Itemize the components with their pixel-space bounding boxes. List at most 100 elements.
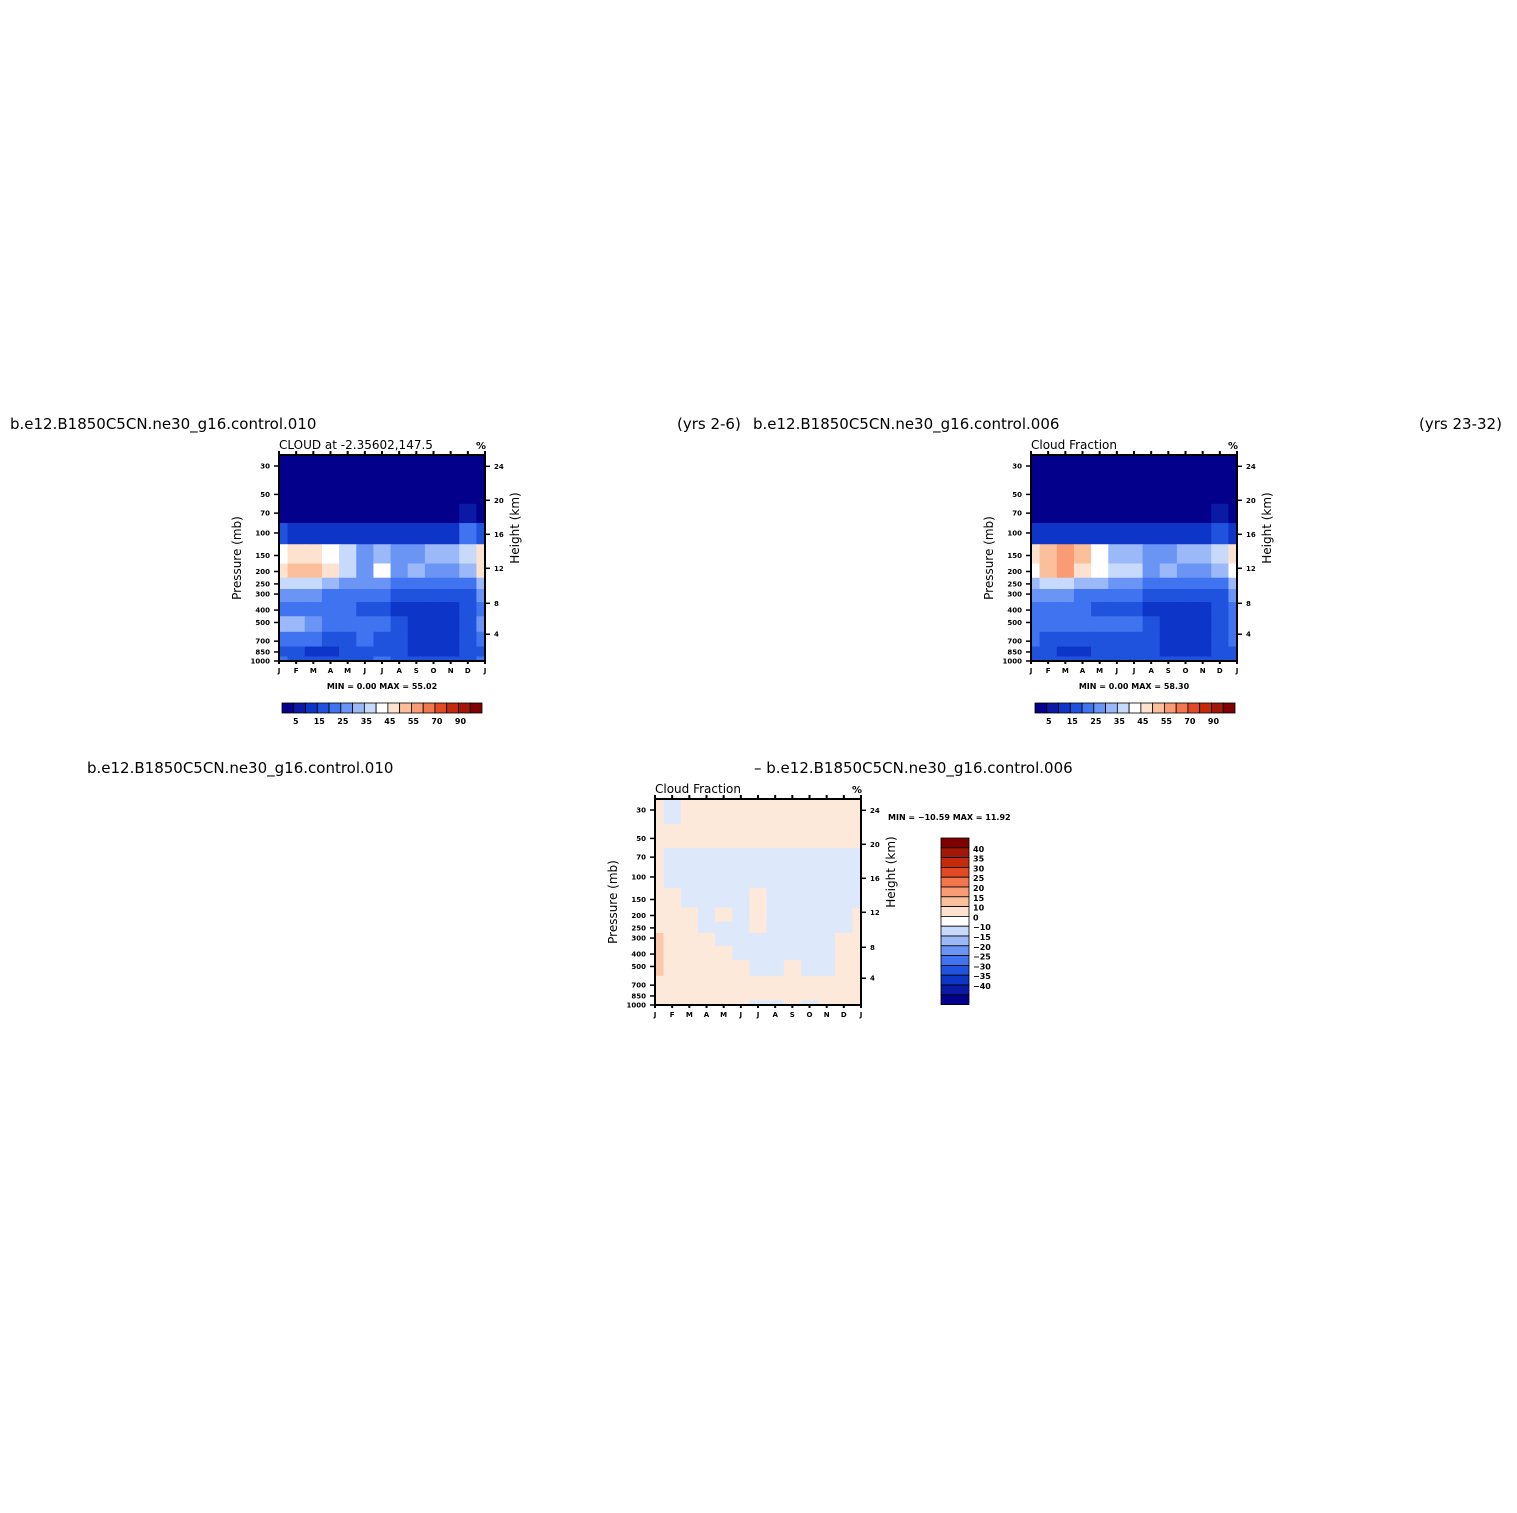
panel3-xtick-label: F xyxy=(670,1011,675,1019)
panel1-cell xyxy=(373,602,392,617)
panel1-cell xyxy=(442,455,460,481)
panel2-cell xyxy=(1142,523,1161,545)
panel1-cell xyxy=(459,480,478,505)
panel1-cell xyxy=(442,503,460,524)
panel1-cell xyxy=(407,602,426,617)
panel3-cell xyxy=(835,907,854,923)
panel3-cell xyxy=(852,975,862,992)
colorbar3-label: −40 xyxy=(973,982,991,991)
panel2-xtick-label: M xyxy=(1096,667,1103,675)
panel2-cell xyxy=(1039,523,1058,545)
panel1-cell xyxy=(321,544,340,565)
panel3-cell xyxy=(783,990,802,1002)
panel1-ytick-label: 400 xyxy=(255,607,270,615)
panel2-cell xyxy=(1211,563,1230,579)
panel1-cell xyxy=(321,588,340,603)
panel1-cell xyxy=(442,588,460,603)
panel2-cell xyxy=(1091,588,1109,603)
panel1-rtick-label: 24 xyxy=(494,463,504,471)
header-top-left-years: (yrs 2-6) xyxy=(677,415,741,433)
panel1-cell xyxy=(407,656,426,662)
panel2-cell xyxy=(1142,646,1161,658)
panel3-cell xyxy=(680,921,699,934)
panel2-xtick-label: F xyxy=(1046,667,1051,675)
colorbar3-box xyxy=(940,847,970,858)
panel2-ytick-label: 400 xyxy=(1007,607,1022,615)
panel2-cell xyxy=(1125,544,1144,565)
panel1-cell xyxy=(321,480,340,505)
colorbar1-box xyxy=(363,702,377,714)
panel3-cell xyxy=(783,799,802,825)
panel2-xtick-label: O xyxy=(1183,667,1189,675)
panel2-cell xyxy=(1039,631,1058,648)
panel2-cell xyxy=(1039,656,1058,662)
panel1-cell xyxy=(476,602,486,617)
panel3-cell xyxy=(732,932,751,947)
panel2-cell xyxy=(1142,577,1161,590)
panel1-ytick-label: 300 xyxy=(255,591,270,599)
colorbar3-label: −10 xyxy=(973,923,991,932)
panel3-cell xyxy=(852,921,862,934)
panel1-ytick-label: 70 xyxy=(260,510,270,518)
panel1-cell xyxy=(424,646,443,658)
panel1-cell xyxy=(390,616,409,633)
panel2-cell xyxy=(1142,616,1161,633)
panel2-cell xyxy=(1125,602,1144,617)
panel3-cell xyxy=(732,946,751,961)
panel2-cell xyxy=(1108,616,1127,633)
panel2-cell xyxy=(1056,631,1075,648)
panel2-cell xyxy=(1031,503,1041,524)
panel3-cell xyxy=(749,867,768,889)
panel1-rtick-label: 4 xyxy=(494,631,499,639)
panel2-cell xyxy=(1125,563,1144,579)
panel3-ytick-label: 70 xyxy=(636,854,646,862)
panel2-cell xyxy=(1176,656,1195,662)
panel1-cell xyxy=(287,455,306,481)
panel1-cell xyxy=(321,602,340,617)
panel2-cell xyxy=(1159,563,1178,579)
panel1-cell xyxy=(476,563,486,579)
panel3-cell xyxy=(715,847,733,868)
panel2-cell xyxy=(1108,503,1127,524)
panel1-cell xyxy=(339,563,357,579)
panel3-cell xyxy=(655,921,665,934)
colorbar2-box xyxy=(1140,702,1154,714)
colorbar1-box xyxy=(411,702,424,714)
panel2-cell xyxy=(1108,577,1127,590)
panel2-cell xyxy=(1176,588,1195,603)
panel2-cell xyxy=(1159,588,1178,603)
panel2-ytick-label: 850 xyxy=(1007,648,1022,656)
panel3-cell xyxy=(663,1000,682,1006)
panel2-cell xyxy=(1039,588,1058,603)
panel2-xtick-label: J xyxy=(1235,667,1239,675)
panel1-cell xyxy=(476,616,486,633)
panel3-cell xyxy=(818,799,836,825)
colorbar1-label: 25 xyxy=(337,717,349,726)
panel1-cell xyxy=(424,631,443,648)
panel3-cell xyxy=(680,932,699,947)
panel2-cell xyxy=(1142,455,1161,481)
colorbar3-label: 30 xyxy=(973,864,985,873)
panel3-cell xyxy=(663,824,682,849)
panel3-cell xyxy=(715,799,733,825)
panel3-cell xyxy=(680,1000,699,1006)
panel3-cell xyxy=(680,847,699,868)
panel2-cell xyxy=(1228,480,1238,505)
panel2-cell xyxy=(1211,503,1230,524)
panel1-ytick-label: 500 xyxy=(255,619,270,627)
panel3-cell xyxy=(749,824,768,849)
panel2-xtick-label: J xyxy=(1132,667,1136,675)
panel1-cell xyxy=(476,544,486,565)
panel2-cell xyxy=(1176,616,1195,633)
colorbar3-box xyxy=(940,945,970,956)
colorbar2-box xyxy=(1046,702,1059,714)
panel3-cell xyxy=(680,867,699,889)
panel1-cell xyxy=(339,588,357,603)
panel3-xtick-label: D xyxy=(841,1011,847,1019)
panel1-cell xyxy=(356,544,375,565)
panel1-cell xyxy=(442,577,460,590)
panel3-cell xyxy=(835,932,854,947)
panel3-xtick-label: O xyxy=(807,1011,813,1019)
colorbar2-label: 15 xyxy=(1067,717,1079,726)
panel1-cell xyxy=(356,616,375,633)
